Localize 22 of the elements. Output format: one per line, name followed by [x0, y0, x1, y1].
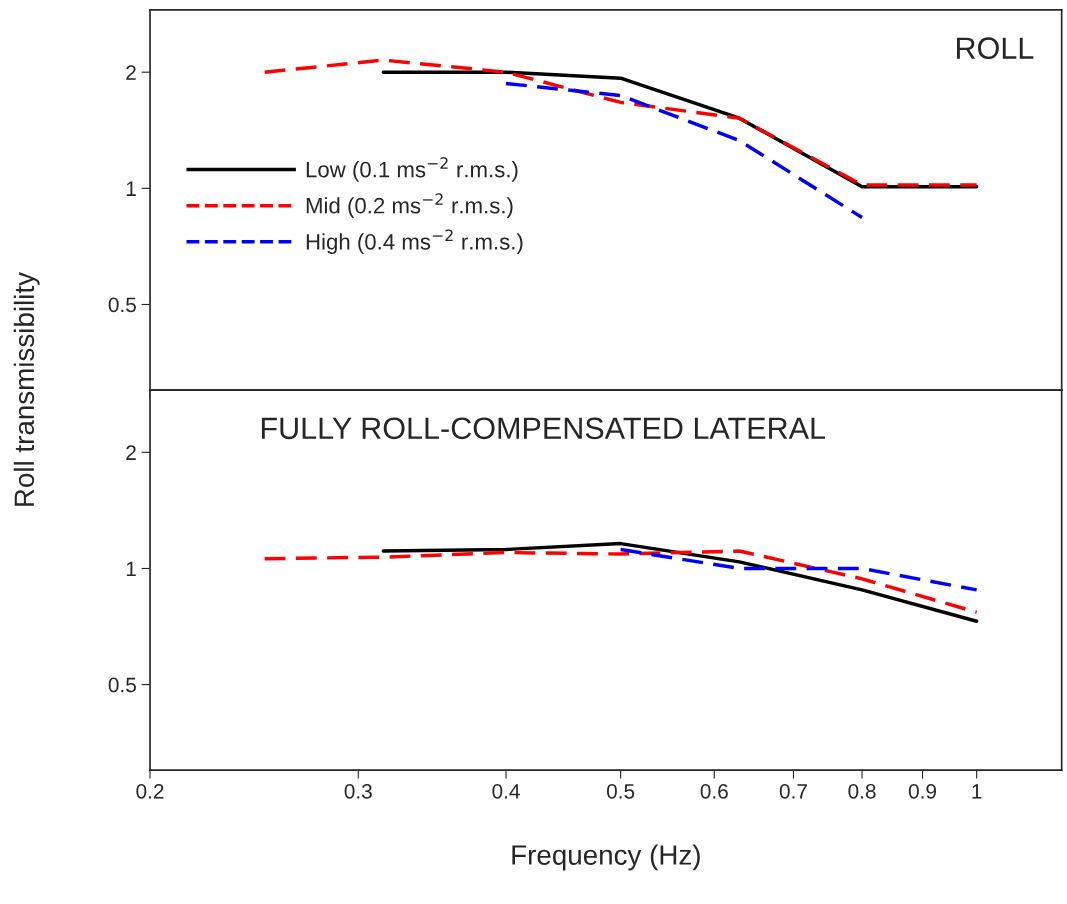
text: ROLL	[957, 37, 1034, 59]
x-tick-label: 0.2	[136, 783, 164, 799]
x-tick-label: 0.3	[344, 783, 372, 799]
y-tick-label: 1	[126, 561, 136, 577]
y-tick-label: 2	[126, 65, 136, 80]
y-tick-label: 0.5	[108, 677, 136, 693]
x-tick-label: 0.9	[908, 783, 937, 799]
y-tick-label: 0.5	[108, 297, 136, 313]
x-tick-label: 0.5	[606, 783, 635, 799]
text: FULLY ROLL-COMPENSATED LATERAL	[261, 417, 826, 440]
x-tick-label: 0.7	[779, 783, 807, 799]
x-tick-label: 0.6	[700, 783, 728, 799]
y-tick-label: 1	[126, 181, 136, 196]
legend-label: Mid (0.2 ms$^{−2}$ r.m.s.)	[306, 193, 513, 218]
x-tick-label: 0.4	[492, 783, 520, 799]
x-tick-label: 1	[972, 784, 982, 799]
x-tick-label: 0.8	[848, 783, 876, 799]
y-tick-label: 2	[126, 445, 136, 460]
legend-label: High (0.4 ms$^{−2}$ r.m.s.)	[306, 229, 523, 255]
y-axis-title: Roll transmissibility	[13, 272, 40, 506]
legend-label: Low (0.1 ms$^{−2}$ r.m.s.)	[306, 157, 518, 182]
x-axis-title: Frequency (Hz)	[512, 844, 700, 871]
